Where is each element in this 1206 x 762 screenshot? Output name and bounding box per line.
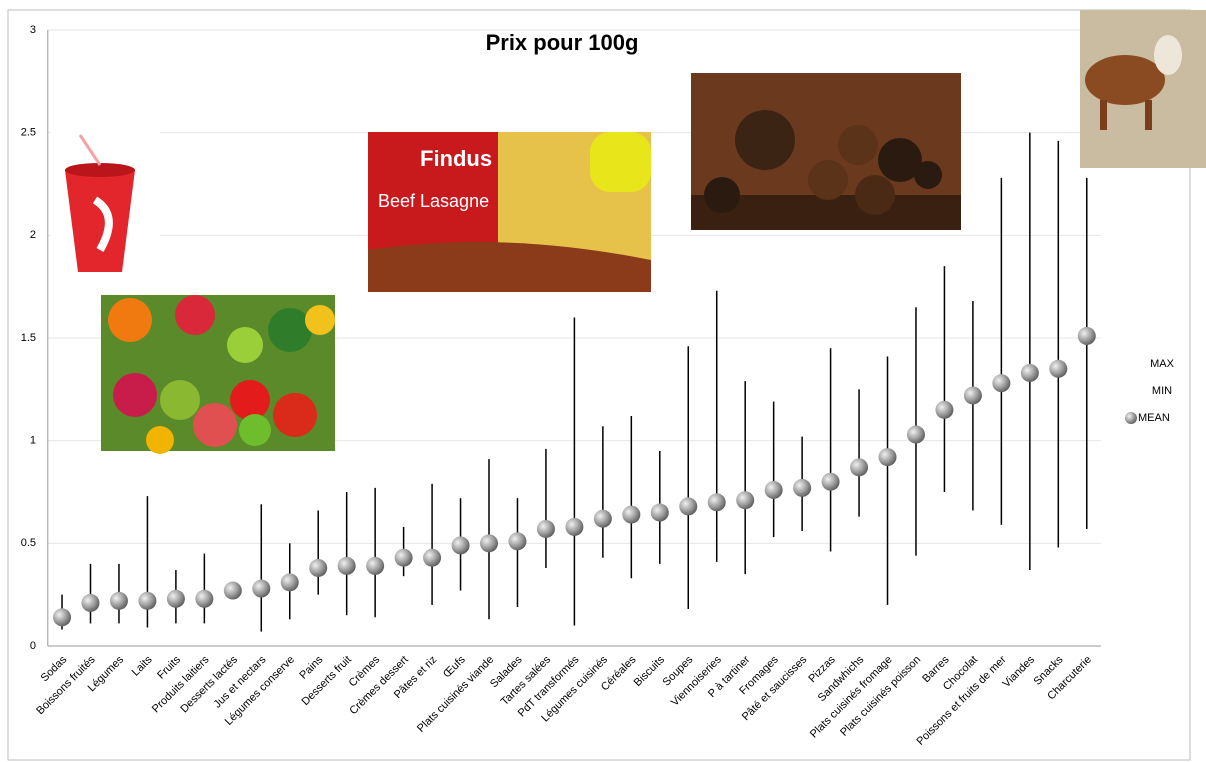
mean-marker — [679, 497, 698, 516]
mean-marker — [935, 400, 954, 419]
legend-label: MIN — [1152, 385, 1172, 397]
mean-marker — [451, 536, 470, 555]
mean-marker — [81, 593, 100, 612]
mean-marker — [252, 579, 271, 598]
mean-marker — [223, 581, 242, 600]
x-tick-label: Viandes — [1001, 653, 1038, 690]
mean-marker — [195, 589, 214, 608]
y-tick-label: 2 — [30, 229, 36, 241]
mean-marker — [906, 425, 925, 444]
mean-marker — [508, 532, 527, 551]
mean-marker — [963, 386, 982, 405]
mean-marker — [309, 558, 328, 577]
image-text: Findus — [420, 146, 492, 171]
y-tick-label: 1.5 — [21, 332, 36, 344]
chart-title: Prix pour 100g — [486, 30, 639, 55]
x-tick-label: Laits — [130, 653, 155, 678]
mean-marker — [878, 448, 897, 467]
mean-marker — [821, 472, 840, 491]
y-tick-label: 3 — [30, 24, 36, 36]
mean-marker — [536, 519, 555, 538]
y-tick-label: 0 — [30, 640, 36, 652]
mean-marker — [565, 517, 584, 536]
chart-frame — [7, 9, 1191, 761]
mean-marker — [650, 503, 669, 522]
mean-marker — [480, 534, 499, 553]
mean-marker — [850, 458, 869, 477]
mean-marker — [109, 591, 128, 610]
mean-marker — [394, 548, 413, 567]
cow-image — [1080, 10, 1206, 168]
vegetables-image — [101, 295, 335, 454]
mean-marker — [622, 505, 641, 524]
soda-image — [50, 130, 160, 280]
mean-marker — [764, 480, 783, 499]
legend-marker — [1125, 412, 1137, 424]
mean-marker — [992, 374, 1011, 393]
mean-marker — [793, 478, 812, 497]
lasagne-image: Findus Beef Lasagne — [368, 132, 651, 292]
mean-marker — [337, 556, 356, 575]
pictures: Findus Beef Lasagne — [50, 10, 1206, 454]
mean-marker — [1049, 359, 1068, 378]
legend-label: MEAN — [1138, 412, 1170, 424]
mean-marker — [1020, 363, 1039, 382]
y-tick-label: 2.5 — [21, 127, 36, 139]
mean-marker — [1077, 326, 1096, 345]
mean-marker — [366, 556, 385, 575]
mean-marker — [593, 509, 612, 528]
chocolate-image — [691, 73, 961, 230]
image-text: Beef Lasagne — [378, 191, 489, 211]
y-tick-label: 0.5 — [21, 537, 36, 549]
mean-marker — [280, 573, 299, 592]
legend-label: MAX — [1150, 358, 1175, 370]
mean-marker — [53, 608, 72, 627]
mean-marker — [423, 548, 442, 567]
mean-marker — [166, 589, 185, 608]
mean-marker — [707, 493, 726, 512]
y-tick-label: 1 — [30, 435, 36, 447]
mean-marker — [138, 591, 157, 610]
mean-marker — [736, 491, 755, 510]
x-tick-label: Biscuits — [632, 653, 668, 689]
